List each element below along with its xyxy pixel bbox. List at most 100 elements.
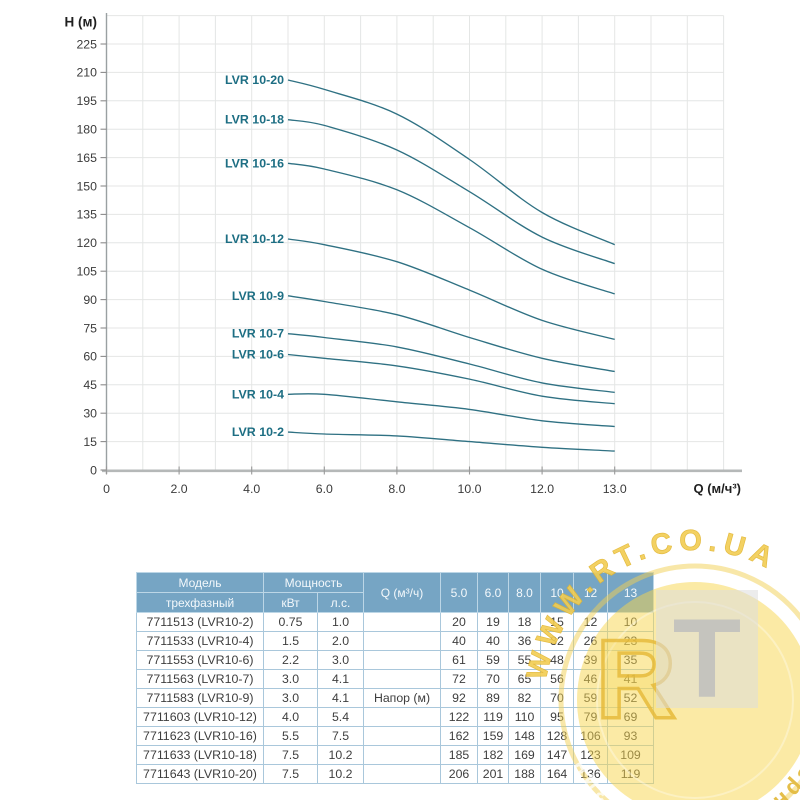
col-header-flow: 8.0 <box>508 572 542 613</box>
head-value-cell: 10 <box>607 612 655 632</box>
hp-cell: 1.0 <box>316 612 365 632</box>
head-value-cell: 206 <box>440 764 479 784</box>
head-value-cell: 20 <box>440 612 479 632</box>
curve-lvr-10-18 <box>287 119 615 265</box>
head-value-cell: 55 <box>508 650 542 670</box>
curve-label: LVR 10-4 <box>232 387 284 401</box>
table-row: 7711563 (LVR10-7) 3.0 4.1 72 70 65 56 46 41 <box>136 669 655 689</box>
curve-label: LVR 10-20 <box>225 73 284 87</box>
hp-cell: 2.0 <box>316 631 365 651</box>
napor-cell <box>363 764 442 784</box>
curve-label: LVR 10-2 <box>232 425 284 439</box>
napor-cell <box>363 612 442 632</box>
head-value-cell: 70 <box>477 669 510 689</box>
head-value-cell: 119 <box>607 764 655 784</box>
hp-cell: 3.0 <box>316 650 365 670</box>
head-value-cell: 48 <box>540 650 575 670</box>
y-tick-label: 105 <box>76 265 97 279</box>
head-value-cell: 136 <box>573 764 609 784</box>
curve-lvr-10-7 <box>287 333 615 394</box>
kw-cell: 3.0 <box>263 669 318 689</box>
y-tick-label: 135 <box>76 208 97 222</box>
model-cell: 7711633 (LVR10-18) <box>136 745 264 765</box>
x-tick-label: 4.0 <box>243 482 260 496</box>
head-value-cell: 162 <box>440 726 479 746</box>
kw-cell: 3.0 <box>263 688 318 708</box>
head-value-cell: 122 <box>440 707 479 727</box>
curve-lvr-10-9 <box>287 295 615 373</box>
model-cell: 7711583 (LVR10-9) <box>136 688 264 708</box>
y-tick-label: 180 <box>76 123 97 137</box>
head-value-cell: 40 <box>477 631 510 651</box>
x-tick-label: 13.0 <box>603 482 627 496</box>
y-tick-label: 0 <box>90 463 97 477</box>
hp-cell: 10.2 <box>316 764 365 784</box>
y-tick-label: 60 <box>83 350 97 364</box>
head-value-cell: 12 <box>573 612 609 632</box>
y-tick-label: 75 <box>83 321 97 335</box>
kw-cell: 2.2 <box>263 650 318 670</box>
chart-axes <box>100 13 742 475</box>
model-cell: 7711533 (LVR10-4) <box>136 631 264 651</box>
x-tick-label: 0 <box>103 482 110 496</box>
head-value-cell: 59 <box>477 650 510 670</box>
chart-grid <box>106 15 725 470</box>
col-header-model: Модель <box>136 572 264 593</box>
napor-cell: Напор (м) <box>363 688 442 708</box>
head-value-cell: 72 <box>440 669 479 689</box>
curve-lvr-10-16 <box>287 162 615 295</box>
col-header-phase: трехфазный <box>136 592 264 613</box>
head-value-cell: 61 <box>440 650 479 670</box>
kw-cell: 5.5 <box>263 726 318 746</box>
head-value-cell: 106 <box>573 726 609 746</box>
table-row: 7711623 (LVR10-16) 5.5 7.5 162 159 148 128 106 9… <box>136 726 655 746</box>
kw-cell: 7.5 <box>263 764 318 784</box>
y-axis-title: Н (м) <box>65 15 97 30</box>
kw-cell: 1.5 <box>263 631 318 651</box>
hp-cell: 4.1 <box>316 669 365 689</box>
col-header-hp: л.с. <box>316 592 365 613</box>
table-row: 7711533 (LVR10-4) 1.5 2.0 40 40 36 32 26 23 <box>136 631 655 651</box>
head-value-cell: 15 <box>540 612 575 632</box>
head-value-cell: 164 <box>540 764 575 784</box>
head-value-cell: 32 <box>540 631 575 651</box>
table-row: 7711553 (LVR10-6) 2.2 3.0 61 59 55 48 39 35 <box>136 650 655 670</box>
curve-label: LVR 10-12 <box>225 232 284 246</box>
x-tick-label: 6.0 <box>316 482 333 496</box>
curve-label: LVR 10-6 <box>232 348 284 362</box>
spec-table: Модель Мощность Q (м³/ч) 5.0 6.0 8.0 10 12 13… <box>136 572 655 784</box>
col-header-flow: 10 <box>540 572 575 613</box>
hp-cell: 4.1 <box>316 688 365 708</box>
y-tick-label: 150 <box>76 179 97 193</box>
table-row: 7711583 (LVR10-9) 3.0 4.1 Напор (м) 92 89 82 70… <box>136 688 655 708</box>
table-header-row-2: трехфазный кВт л.с. <box>136 592 654 613</box>
kw-cell: 0.75 <box>263 612 318 632</box>
head-value-cell: 188 <box>508 764 542 784</box>
curve-lvr-10-4 <box>287 393 615 428</box>
x-axis-title: Q (м/ч³) <box>694 481 742 496</box>
watermark-internet-text: интернет <box>742 719 800 800</box>
model-cell: 7711643 (LVR10-20) <box>136 764 264 784</box>
y-tick-label: 45 <box>83 378 97 392</box>
watermark-logo-tile <box>656 590 758 708</box>
head-value-cell: 123 <box>573 745 609 765</box>
hp-cell: 5.4 <box>316 707 365 727</box>
head-value-cell: 40 <box>440 631 479 651</box>
head-value-cell: 182 <box>477 745 510 765</box>
head-value-cell: 110 <box>508 707 542 727</box>
head-value-cell: 52 <box>607 688 655 708</box>
curve-label: LVR 10-9 <box>232 289 284 303</box>
napor-cell <box>363 726 442 746</box>
y-tick-label: 225 <box>76 37 97 51</box>
curve-label: LVR 10-16 <box>225 156 284 170</box>
head-value-cell: 82 <box>508 688 542 708</box>
model-cell: 7711623 (LVR10-16) <box>136 726 264 746</box>
x-tick-label: 2.0 <box>171 482 188 496</box>
col-header-q: Q (м³/ч) <box>363 572 442 613</box>
table-header-row-1: Модель Мощность Q (м³/ч) 5.0 6.0 8.0 10 12 13 <box>136 572 655 613</box>
head-value-cell: 26 <box>573 631 609 651</box>
head-value-cell: 89 <box>477 688 510 708</box>
head-value-cell: 185 <box>440 745 479 765</box>
watermark-logo-t: T <box>673 596 741 721</box>
